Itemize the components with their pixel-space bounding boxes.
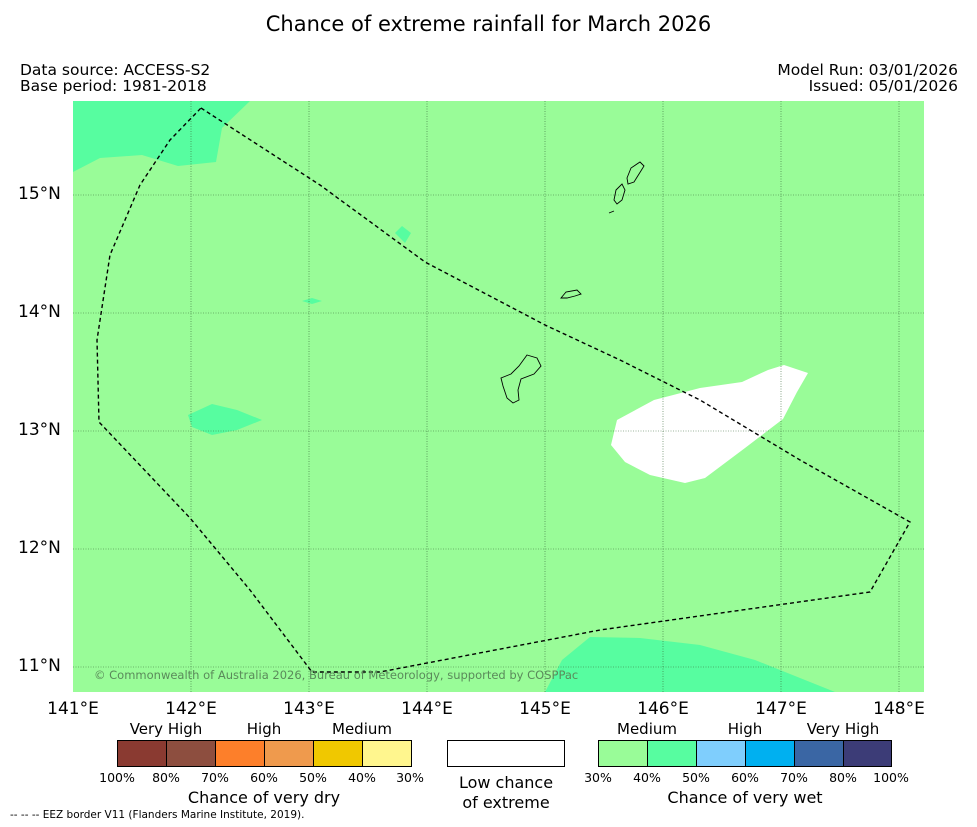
dry-pct-label: 60% [250,770,278,785]
dry-pct-label: 80% [152,770,180,785]
wet-pct-label: 40% [633,770,661,785]
low-chance-line1: Low chance [458,773,554,792]
dry-pct-label: 100% [99,770,135,785]
dry-category-medium: Medium [332,720,392,738]
wet-pct-label: 70% [780,770,808,785]
dry-colorbar-title: Chance of very dry [187,788,341,807]
wet-pct-label: 50% [682,770,710,785]
lat-label-12n: 12°N [18,538,61,558]
data-source-info: Data source: ACCESS-S2 Base period: 1981… [20,62,210,94]
model-run-info: Model Run: 03/01/2026 Issued: 05/01/2026 [777,62,958,94]
map-grid [73,101,924,692]
wet-swatch-6 [843,740,892,767]
map-title: Chance of extreme rainfall for March 202… [265,12,712,36]
lat-label-15n: 15°N [18,184,61,204]
wet-region-dot [302,298,322,304]
lon-label-146e: 146°E [637,699,689,719]
wet-swatch-4 [745,740,795,767]
wet-pct-label: 80% [829,770,857,785]
dry-pct-label: 50% [299,770,327,785]
island-rota [560,289,582,299]
wet-swatch-2 [647,740,697,767]
island-aguijan [608,210,615,214]
lat-label-11n: 11°N [18,656,61,676]
island-saipan [626,161,645,185]
dry-swatch-1 [117,740,167,767]
dry-swatch-4 [264,740,314,767]
lat-label-14n: 14°N [18,302,61,322]
lon-label-142e: 142°E [165,699,217,719]
dry-category-very-high: Very High [129,720,203,738]
wet-category-very-high: Very High [806,720,880,738]
lon-label-144e: 144°E [401,699,453,719]
low-chance-label: Low chance of extreme [426,773,586,813]
lon-label-147e: 147°E [755,699,807,719]
low-chance-region [611,365,808,483]
model-run: Model Run: 03/01/2026 [777,61,958,79]
wet-region-west [188,404,262,435]
lon-label-148e: 148°E [873,699,925,719]
low-chance-swatch [447,740,565,767]
wet-region-island-north [395,226,411,243]
lon-label-143e: 143°E [283,699,335,719]
issued-date: Issued: 05/01/2026 [808,77,958,95]
wet-region-south [545,637,835,692]
dry-swatch-6 [362,740,412,767]
lon-label-141e: 141°E [47,699,99,719]
wet-swatch-5 [794,740,844,767]
map-background [73,101,924,692]
dry-swatch-2 [166,740,216,767]
wet-category-medium: Medium [617,720,677,738]
wet-colorbar-title: Chance of very wet [667,788,823,807]
wet-swatch-3 [696,740,746,767]
dry-pct-label: 70% [201,770,229,785]
island-guam [500,354,542,404]
eez-border [96,107,911,673]
wet-pct-label: 100% [873,770,909,785]
islands [500,161,645,404]
island-tinian [613,183,626,205]
dry-category-high: High [246,720,282,738]
wet-pct-label: 30% [584,770,612,785]
copyright-notice: © Commonwealth of Australia 2026, Bureau… [94,668,579,682]
base-period: Base period: 1981-2018 [20,77,207,95]
eez-border-note: -- -- -- EEZ border V11 (Flanders Marine… [10,809,305,821]
dry-pct-label: 30% [396,770,424,785]
wet-pct-label: 60% [731,770,759,785]
data-source: Data source: ACCESS-S2 [20,61,211,79]
wet-region-northwest [73,101,250,172]
dry-swatch-5 [313,740,363,767]
wet-swatch-1 [598,740,648,767]
dry-pct-label: 40% [348,770,376,785]
low-chance-line2: of extreme [462,793,550,812]
lon-label-145e: 145°E [519,699,571,719]
wet-category-high: High [727,720,763,738]
lat-label-13n: 13°N [18,420,61,440]
dry-swatch-3 [215,740,265,767]
